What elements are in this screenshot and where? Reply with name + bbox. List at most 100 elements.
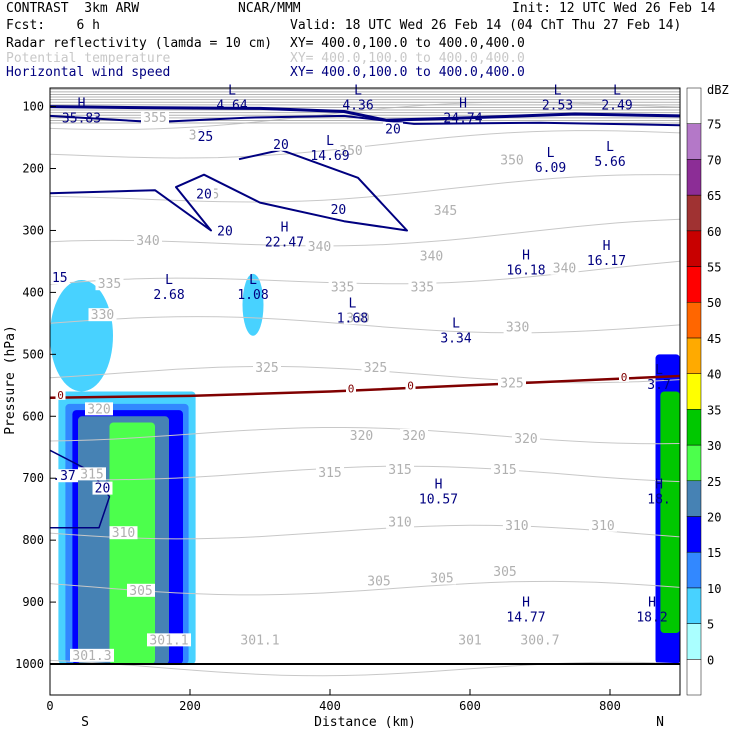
theta-label: 330 bbox=[506, 321, 529, 336]
isentrope-345K bbox=[49, 174, 681, 203]
colorbar-segment bbox=[686, 587, 702, 624]
theta-label: 335 bbox=[411, 280, 434, 295]
wind-label: 20 bbox=[385, 122, 401, 137]
theta-label-bg bbox=[70, 648, 114, 662]
field-xy-reflectivity: XY= 400.0,100.0 to 400.0,400.0 bbox=[290, 36, 525, 51]
theta-label-bg bbox=[328, 280, 357, 294]
zero-isotherm-label-bg bbox=[619, 371, 629, 382]
colorbar-level-label: 20 bbox=[707, 510, 721, 524]
theta-label: 330 bbox=[91, 308, 114, 323]
colorbar-level-label: 10 bbox=[707, 582, 721, 596]
extremum-value: 1.68 bbox=[337, 312, 368, 327]
extremum-value: 5.66 bbox=[594, 155, 625, 170]
field-name-reflectivity: Radar reflectivity (lamda = 10 cm) bbox=[6, 36, 273, 51]
theta-label-bg bbox=[344, 311, 372, 325]
x-end-label-north: N bbox=[656, 715, 664, 730]
theta-label: 315 bbox=[80, 467, 103, 482]
theta-label: 340 bbox=[308, 240, 331, 255]
y-tick-label: 800 bbox=[22, 533, 44, 547]
colorbar-segment bbox=[686, 409, 702, 446]
x-tick-label: 200 bbox=[179, 699, 201, 713]
wind-label-bg bbox=[328, 202, 349, 216]
theta-label-bg bbox=[78, 467, 106, 481]
colorbar-segment bbox=[686, 551, 702, 589]
theta-label-bg bbox=[428, 571, 456, 585]
x-end-label-south: S bbox=[81, 715, 89, 730]
extremum-high-marker: H bbox=[435, 478, 443, 493]
extremum-low-marker: L bbox=[348, 297, 356, 312]
wind-label: 20 bbox=[331, 203, 347, 218]
extremum-value: 35.83 bbox=[62, 112, 101, 127]
reflectivity-S-cell-25dbz bbox=[109, 422, 155, 665]
field-name-wind: Horizontal wind speed bbox=[6, 65, 171, 80]
theta-label: 305 bbox=[129, 584, 152, 599]
theta-label: 315 bbox=[493, 463, 516, 478]
extremum-high-marker: H bbox=[648, 595, 656, 610]
extremum-value: 6.09 bbox=[535, 161, 566, 176]
extremum-value: 16.18 bbox=[506, 263, 545, 278]
wind-label: 20 bbox=[196, 187, 212, 202]
zero-isotherm-label-bg bbox=[405, 380, 416, 391]
x-tick-label: 400 bbox=[319, 699, 341, 713]
theta-label: 325 bbox=[500, 376, 523, 391]
theta-label: 320 bbox=[402, 429, 425, 444]
theta-label-bg bbox=[503, 320, 532, 334]
theta-label-bg bbox=[550, 261, 579, 275]
theta-label: 320 bbox=[350, 429, 373, 444]
theta-label-bg bbox=[386, 463, 414, 477]
theta-label-bg bbox=[491, 463, 519, 477]
y-tick-label: 400 bbox=[22, 285, 44, 299]
colorbar-level-label: 5 bbox=[707, 618, 714, 632]
extremum-low-marker: L bbox=[554, 84, 562, 99]
theta-label-bg bbox=[431, 204, 460, 218]
theta-label: 355 bbox=[143, 111, 166, 126]
theta-label-bg bbox=[491, 565, 519, 579]
wind-label-bg bbox=[49, 271, 70, 285]
theta-label: 350 bbox=[500, 153, 523, 168]
wind-label: 15 bbox=[52, 271, 68, 286]
zero-isotherm-label-bg bbox=[346, 383, 356, 394]
reflectivity-upper-echo-5dbz bbox=[50, 280, 113, 392]
isentrope-310K bbox=[49, 524, 681, 540]
wind-label-bg bbox=[194, 187, 214, 201]
theta-label: 340 bbox=[553, 262, 576, 277]
wind-label-bg bbox=[50, 469, 78, 483]
colorbar-segment bbox=[686, 337, 702, 374]
extremum-high-marker: H bbox=[281, 221, 289, 236]
field-name-theta: Potential temperature bbox=[6, 51, 171, 66]
theta-label-bg bbox=[417, 249, 446, 263]
theta-label: 310 bbox=[591, 519, 614, 534]
x-tick-label: 800 bbox=[599, 699, 621, 713]
theta-label-bg bbox=[456, 633, 484, 647]
colorbar-segment bbox=[686, 194, 702, 232]
extremum-value: 22.47 bbox=[265, 236, 304, 251]
colorbar-unit-label: dBZ bbox=[707, 83, 729, 97]
theta-label: 310 bbox=[112, 526, 135, 541]
y-tick-label: 300 bbox=[22, 223, 44, 237]
extremum-value: 1.08 bbox=[237, 288, 268, 303]
zero-isotherm-label-bg bbox=[55, 389, 66, 400]
wind-speed-contour-layer bbox=[49, 105, 681, 529]
colorbar-level-label: 65 bbox=[707, 189, 721, 203]
colorbar-level-label: 70 bbox=[707, 153, 721, 167]
colorbar-segment bbox=[686, 444, 702, 482]
extremum-value: 16.17 bbox=[587, 254, 626, 269]
colorbar-level-label: 50 bbox=[707, 296, 721, 310]
extremum-low-marker: L bbox=[655, 363, 663, 378]
reflectivity-fill-layer bbox=[50, 273, 680, 665]
y-tick-label: 500 bbox=[22, 347, 44, 361]
colorbar-segment bbox=[686, 516, 702, 553]
theta-label: 301.1 bbox=[149, 633, 188, 648]
y-tick-label: 200 bbox=[22, 162, 44, 176]
isentrope-335K bbox=[49, 260, 681, 285]
wind-label-bg bbox=[195, 129, 216, 143]
theta-label-bg bbox=[365, 574, 393, 588]
extremum-high-marker: H bbox=[522, 595, 530, 610]
theta-label: 305 bbox=[430, 571, 453, 586]
theta-label: 345 bbox=[434, 204, 457, 219]
theta-label: 320 bbox=[87, 402, 110, 417]
theta-label-bg bbox=[408, 280, 437, 294]
theta-label: 301.1 bbox=[240, 633, 279, 648]
extremum-high-marker: H bbox=[603, 239, 611, 254]
